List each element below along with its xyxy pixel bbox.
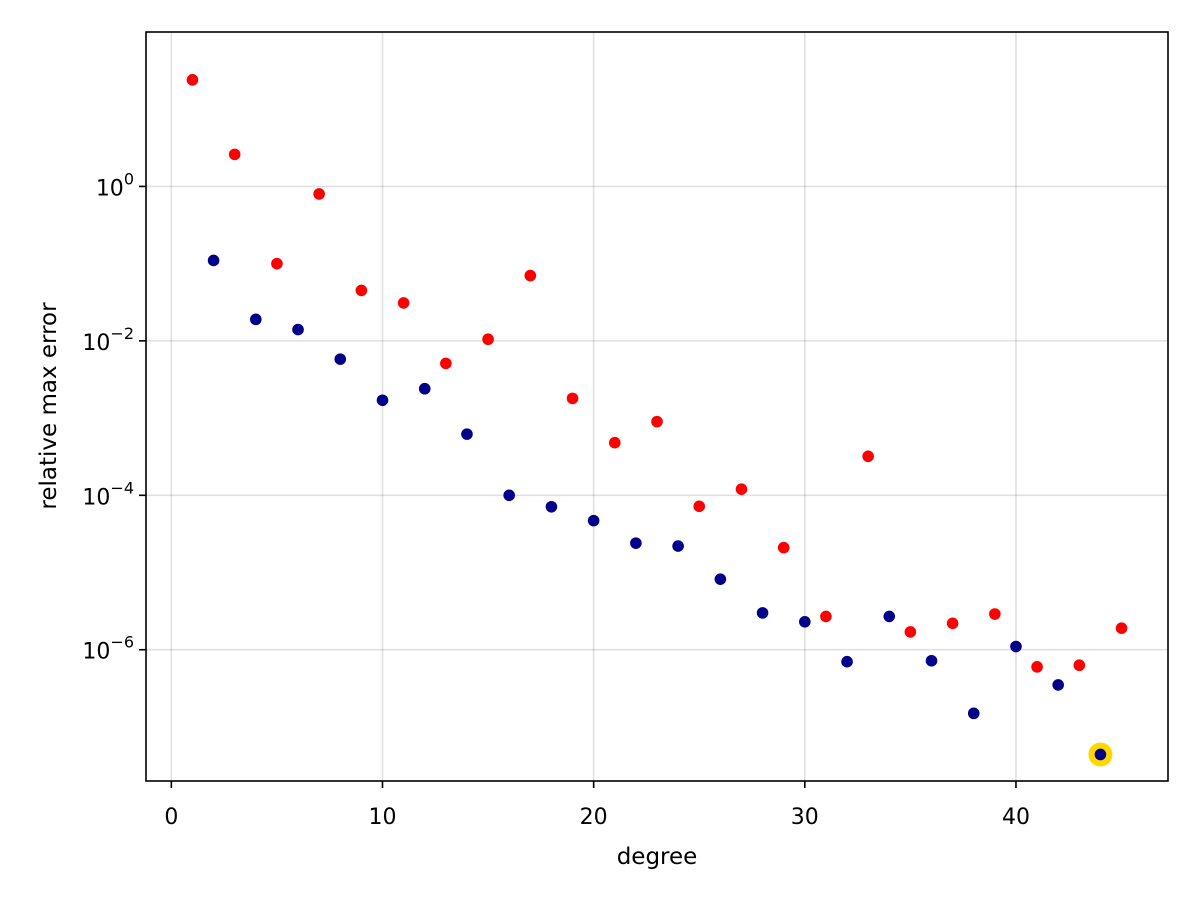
data-point [925,654,938,667]
data-point [397,297,410,309]
grid-lines [146,32,1168,781]
data-point [503,489,515,502]
y-tick-label: 10−4 [82,478,134,510]
data-point [313,188,325,200]
y-tick-label: 100 [96,169,134,201]
y-tick-label: 10−2 [82,324,134,356]
data-point [1010,640,1022,653]
data-point [799,616,811,628]
data-point [630,537,642,549]
data-point [651,415,663,428]
data-point [841,655,853,668]
data-point [566,392,579,405]
data-point [1073,659,1086,672]
data-point [820,610,832,623]
data-point [186,74,199,86]
x-axis-label: degree [617,844,698,870]
data-point [946,617,959,630]
data-point [714,573,727,585]
data-point [1115,622,1128,635]
data-point [355,284,368,297]
data-point [672,540,684,552]
data-point [334,353,347,365]
data-point [862,450,874,463]
data-point [989,608,1001,620]
data-point [418,382,431,395]
data-point [693,500,706,513]
data-point [440,357,452,370]
data-point [292,323,304,336]
data-point [482,333,494,346]
data-point [967,707,980,720]
data-point [207,254,220,267]
y-tick-label: 10−6 [82,633,134,665]
plot-frame [145,31,1169,782]
data-point [587,514,600,527]
data-points [186,74,1128,767]
data-point [1094,748,1107,761]
y-axis-label: relative max error [36,302,62,510]
data-point [461,428,473,440]
data-point [1052,679,1064,691]
x-tick-label: 0 [164,805,178,830]
data-point [756,607,769,619]
data-point [250,313,262,326]
x-tick-label: 10 [368,805,396,830]
data-point [376,394,389,407]
data-point [228,148,241,161]
data-point [545,500,558,513]
data-point [735,483,748,495]
data-point [271,257,283,270]
data-point [777,541,790,554]
data-point [608,436,621,449]
data-point [1031,661,1043,673]
x-tick-label: 40 [1002,805,1030,830]
x-tick-label: 20 [580,805,608,830]
y-axis: 100 10−2 10−4 10−6 [82,169,146,665]
data-point [524,269,537,282]
x-tick-label: 30 [791,805,819,830]
x-axis: 0 10 20 30 40 [164,781,1030,830]
data-point [883,610,896,623]
data-point [904,626,917,638]
